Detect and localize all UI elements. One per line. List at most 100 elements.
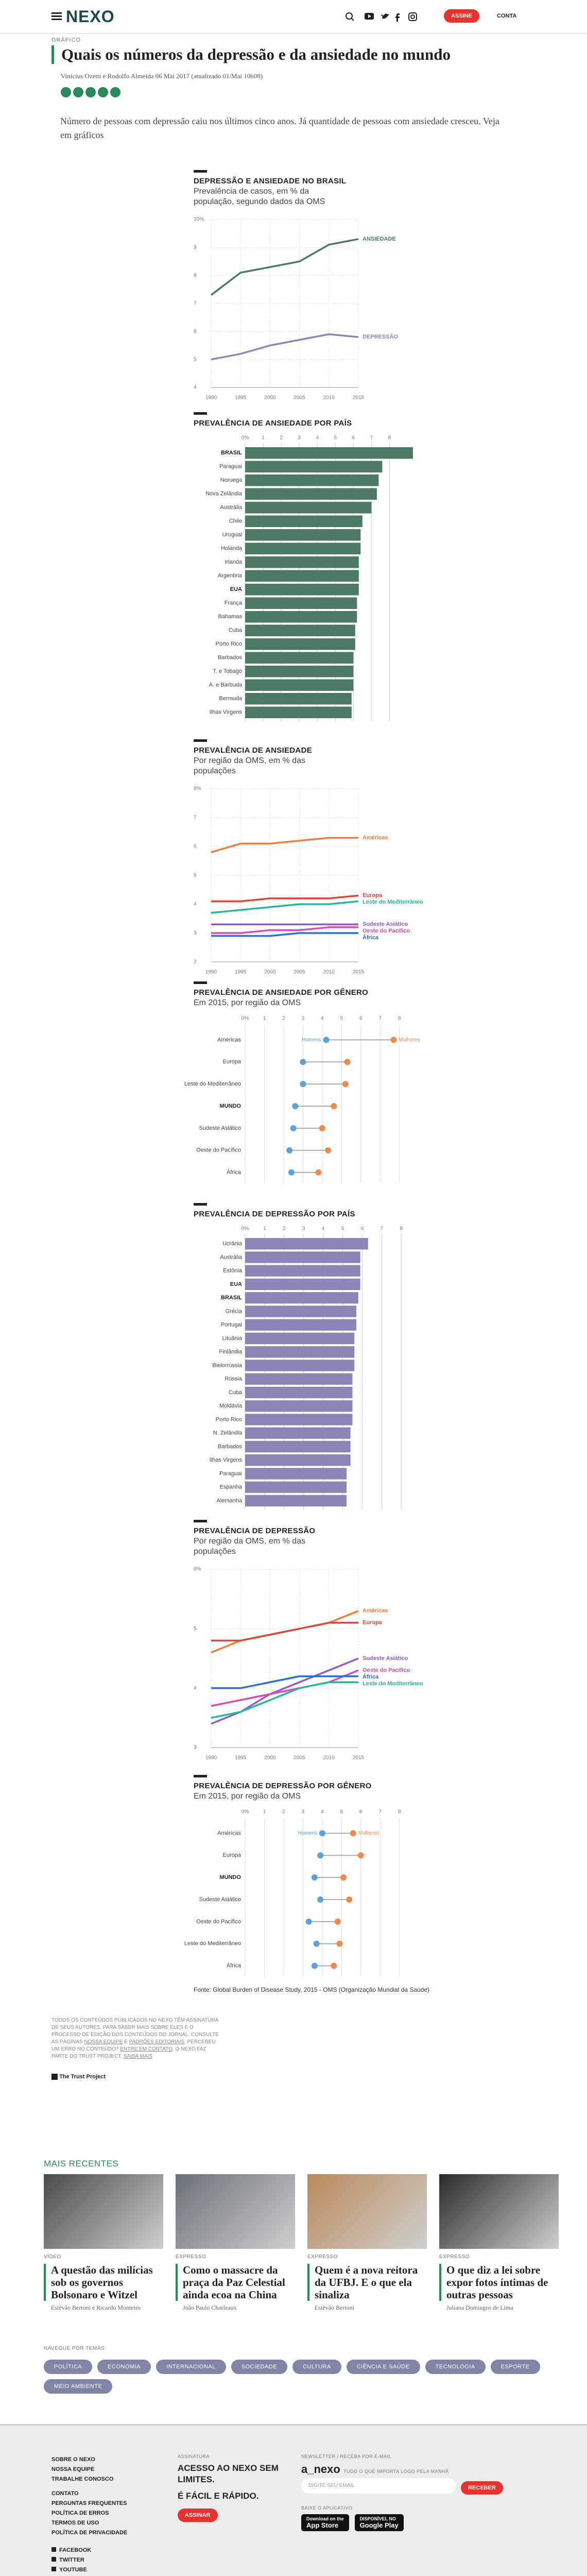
themes-heading: NAVEGUE POR TEMAS bbox=[44, 2346, 105, 2351]
bar bbox=[245, 679, 354, 691]
footer-link[interactable]: TERMOS DE USO bbox=[51, 2520, 99, 2526]
social-icon bbox=[51, 2547, 56, 2552]
bar bbox=[245, 1440, 351, 1452]
theme-pill[interactable]: INTERNACIONAL bbox=[156, 2360, 226, 2374]
category-label: Moldávia bbox=[219, 1403, 243, 1409]
article-card[interactable]: EXPRESSO Como o massacre da praça da Paz … bbox=[176, 2174, 295, 2312]
recent-heading: MAIS RECENTES bbox=[44, 2159, 119, 2168]
card-section: EXPRESSO bbox=[176, 2254, 206, 2260]
bar bbox=[245, 488, 377, 500]
footer-link[interactable]: POLÍTICA DE PRIVACIDADE bbox=[51, 2530, 128, 2536]
link[interactable]: SAIBA MAIS bbox=[123, 2054, 152, 2059]
x-tick-label: 1995 bbox=[235, 1755, 247, 1761]
social-link[interactable]: TWITTER bbox=[51, 2557, 127, 2563]
dot bbox=[315, 1169, 322, 1176]
series-line bbox=[211, 1622, 358, 1642]
theme-pill[interactable]: TECNOLOGIA bbox=[425, 2360, 486, 2374]
x-tick-label: 7 bbox=[381, 1226, 384, 1232]
dot bbox=[300, 1059, 306, 1065]
x-tick-label: 1995 bbox=[235, 395, 247, 401]
chart-block: PREVALÊNCIA DE ANSIEDADE POR GÊNERO Em 20… bbox=[184, 981, 420, 1183]
bar bbox=[245, 447, 413, 459]
email-input[interactable]: DIGITE SEU EMAIL bbox=[301, 2478, 456, 2494]
theme-pill[interactable]: CIÊNCIA E SAÚDE bbox=[346, 2360, 420, 2374]
subscribe-button[interactable]: ASSINAR bbox=[178, 2509, 218, 2522]
header-icons[interactable] bbox=[345, 11, 427, 23]
bar bbox=[245, 666, 354, 677]
link[interactable]: NOSSA EQUIPE bbox=[84, 2039, 123, 2045]
footer-link[interactable]: CONTATO bbox=[51, 2490, 79, 2497]
dot bbox=[323, 1037, 330, 1043]
theme-pill[interactable]: CULTURA bbox=[292, 2360, 341, 2374]
bar bbox=[245, 638, 355, 650]
article-card[interactable]: EXPRESSO Quem é a nova reitora da UFBJ. E… bbox=[307, 2174, 427, 2312]
share-icons[interactable] bbox=[61, 87, 143, 98]
link[interactable]: PADRÕES EDITORIAIS bbox=[129, 2039, 185, 2045]
subscribe-button[interactable]: ASSINE bbox=[444, 9, 479, 23]
x-tick-label: 3 bbox=[302, 1226, 305, 1232]
chart-title: PREVALÊNCIA DE ANSIEDADE POR PAÍS bbox=[194, 419, 352, 428]
x-tick-label: 8 bbox=[388, 435, 391, 441]
site-footer: SOBRE O NEXO NOSSA EQUIPE TRABALHE CONOSCO… bbox=[0, 2424, 587, 2576]
logo[interactable]: NEXO bbox=[66, 7, 115, 26]
bar bbox=[245, 693, 352, 705]
footer-link[interactable]: TRABALHE CONOSCO bbox=[51, 2476, 114, 2482]
dot bbox=[390, 1037, 397, 1043]
disclaimer-text: . O NEXO FAZ PARTE DO TRUST PROJECT. bbox=[51, 2046, 206, 2059]
app-badges: Download on the App Store DISPONÍVEL NO Go… bbox=[301, 2514, 517, 2531]
card-title[interactable]: O que diz a lei sobre expor fotos íntima… bbox=[439, 2264, 559, 2301]
x-tick-label: 3 bbox=[298, 435, 301, 441]
card-title[interactable]: A questão das milícias sob os governos B… bbox=[44, 2264, 163, 2301]
article-card[interactable]: EXPRESSO O que diz a lei sobre expor foto… bbox=[439, 2174, 559, 2312]
card-title[interactable]: Como o massacre da praça da Paz Celestia… bbox=[176, 2264, 295, 2301]
play-badge[interactable]: DISPONÍVEL NO Google Play bbox=[354, 2514, 404, 2531]
footer-link[interactable]: SOBRE O NEXO bbox=[51, 2456, 95, 2463]
account-link[interactable]: CONTA bbox=[497, 13, 517, 19]
series-label: Europa bbox=[362, 892, 383, 899]
series-label: Oeste do Pacífico bbox=[362, 928, 410, 934]
dot bbox=[286, 1147, 293, 1154]
dot bbox=[311, 1874, 318, 1881]
newsletter-button[interactable]: RECEBER bbox=[461, 2481, 503, 2495]
theme-pill[interactable]: SOCIEDADE bbox=[231, 2360, 288, 2374]
article-card[interactable]: VÍDEO A questão das milícias sob os gover… bbox=[44, 2174, 163, 2312]
app-store-badge[interactable]: Download on the App Store bbox=[301, 2514, 349, 2531]
category-label: Leste do Mediterrâneo bbox=[184, 1081, 241, 1087]
social-link[interactable]: YOUTUBE bbox=[51, 2567, 127, 2573]
chart-block: DEPRESSÃO E ANSIEDADE NO BRASIL Prevalênc… bbox=[194, 170, 420, 408]
footer-link[interactable]: POLÍTICA DE ERROS bbox=[51, 2510, 109, 2516]
chart-subtitle: Por região da OMS, em % das populações bbox=[194, 1537, 305, 1556]
theme-pill[interactable]: MEIO AMBIENTE bbox=[44, 2379, 113, 2394]
category-label: Portugal bbox=[221, 1322, 242, 1328]
trust-logo[interactable]: The Trust Project bbox=[51, 2074, 106, 2080]
series-line bbox=[211, 932, 358, 937]
category-label: Noruega bbox=[220, 477, 243, 483]
bar bbox=[245, 1332, 355, 1344]
menu-icon[interactable] bbox=[51, 12, 62, 21]
dot bbox=[290, 1125, 297, 1131]
x-tick-label: 2005 bbox=[294, 970, 305, 975]
chart-block: PREVALÊNCIA DE ANSIEDADE Por região da OM… bbox=[194, 739, 423, 982]
x-tick-label: 7 bbox=[379, 1809, 382, 1815]
series-line bbox=[211, 837, 358, 853]
chart-title: PREVALÊNCIA DE DEPRESSÃO POR GÊNERO bbox=[194, 1782, 372, 1790]
link[interactable]: ENTRE EM CONTATO bbox=[120, 2046, 173, 2052]
card-title[interactable]: Quem é a nova reitora da UFBJ. E o que e… bbox=[307, 2264, 427, 2301]
chart-plot: 4 5 6 7 8 9 10% 1990 1995 2000 2005 2010 2015 ANSIEDA… bbox=[194, 217, 399, 401]
theme-pill[interactable]: POLÍTICA bbox=[44, 2360, 93, 2374]
x-tick-label: 7 bbox=[370, 435, 373, 441]
series-line bbox=[211, 333, 359, 361]
theme-pill[interactable]: ECONOMIA bbox=[97, 2360, 151, 2374]
x-tick-label: 4 bbox=[321, 1016, 324, 1022]
bar bbox=[245, 597, 357, 609]
category-label: T. e Tobago bbox=[213, 668, 242, 674]
footer-link[interactable]: PERGUNTAS FREQUENTES bbox=[51, 2500, 127, 2506]
site-header: NEXO ASSINE CONTA bbox=[0, 0, 587, 33]
x-tick-label: 7 bbox=[379, 1016, 382, 1022]
social-link[interactable]: FACEBOOK bbox=[51, 2547, 127, 2553]
category-label: Nova Zelândia bbox=[205, 491, 243, 497]
theme-pill[interactable]: ESPORTE bbox=[490, 2360, 540, 2374]
series-line bbox=[211, 894, 359, 903]
footer-link[interactable]: NOSSA EQUIPE bbox=[51, 2466, 95, 2472]
x-tick-label: 4 bbox=[322, 1226, 325, 1232]
